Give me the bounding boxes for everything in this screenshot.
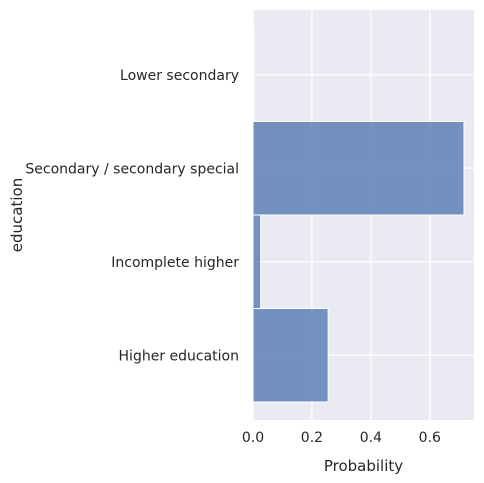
x-axis-label: Probability xyxy=(324,457,403,475)
x-tick-label-3: 0.6 xyxy=(419,430,441,446)
y-axis-label: education xyxy=(8,178,26,252)
x-tick-label-1: 0.2 xyxy=(301,430,323,446)
y-tick-label-1: Secondary / secondary special xyxy=(25,161,239,177)
y-tick-labels: Lower secondary Secondary / secondary spe… xyxy=(25,68,239,365)
bar-1 xyxy=(252,121,465,216)
y-tick-label-3: Higher education xyxy=(119,348,239,364)
bar-3 xyxy=(252,308,329,403)
x-tick-labels: 0.0 0.2 0.4 0.6 xyxy=(242,430,441,446)
y-tick-label-2: Incomplete higher xyxy=(111,255,239,271)
bar-2 xyxy=(252,214,262,309)
x-tick-label-2: 0.4 xyxy=(360,430,382,446)
y-tick-label-0: Lower secondary xyxy=(120,68,239,84)
bar-0 xyxy=(252,27,255,122)
bars xyxy=(252,27,465,403)
x-tick-label-0: 0.0 xyxy=(242,430,264,446)
